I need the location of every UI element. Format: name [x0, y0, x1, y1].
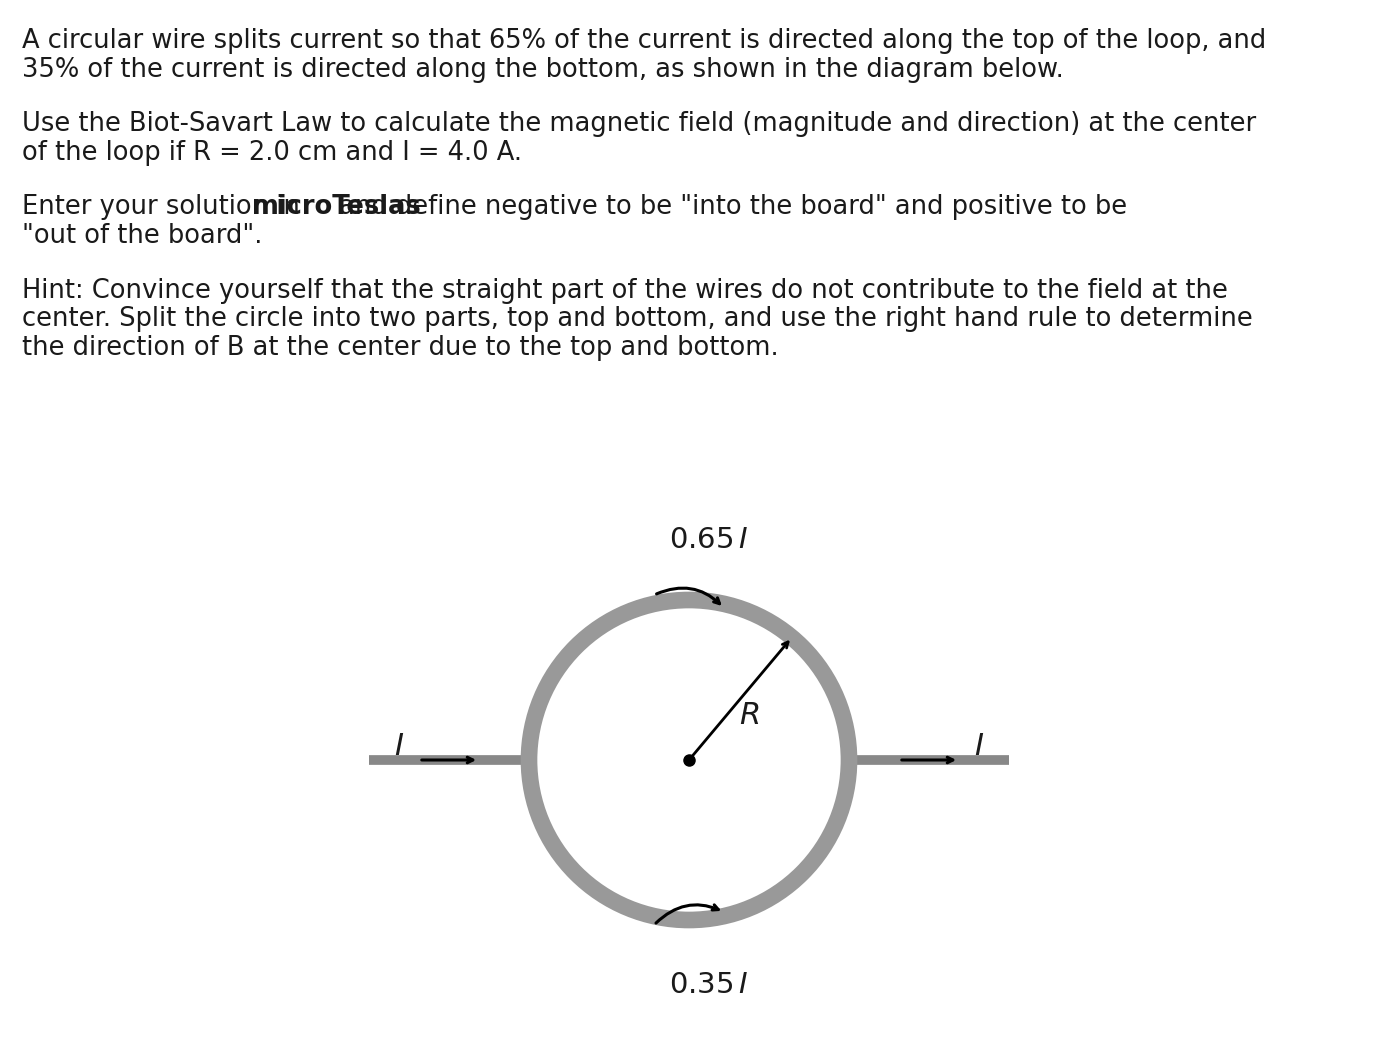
Text: microTeslas: microTeslas — [252, 195, 422, 220]
Text: "out of the board".: "out of the board". — [22, 223, 262, 250]
Text: center. Split the circle into two parts, top and bottom, and use the right hand : center. Split the circle into two parts,… — [22, 306, 1253, 333]
Text: $I$: $I$ — [394, 732, 404, 761]
Text: A circular wire splits current so that 65% of the current is directed along the : A circular wire splits current so that 6… — [22, 28, 1266, 54]
Text: Use the Biot-Savart Law to calculate the magnetic field (magnitude and direction: Use the Biot-Savart Law to calculate the… — [22, 112, 1257, 137]
Text: and define negative to be "into the board" and positive to be: and define negative to be "into the boar… — [331, 195, 1127, 220]
Text: $R$: $R$ — [739, 700, 759, 730]
Text: Hint: Convince yourself that the straight part of the wires do not contribute to: Hint: Convince yourself that the straigh… — [22, 278, 1228, 303]
Text: Enter your solution in: Enter your solution in — [22, 195, 309, 220]
Text: of the loop if R = 2.0 cm and I = 4.0 A.: of the loop if R = 2.0 cm and I = 4.0 A. — [22, 140, 522, 166]
Text: $0.65\,I$: $0.65\,I$ — [670, 526, 748, 554]
Text: $0.35\,I$: $0.35\,I$ — [670, 971, 748, 999]
Text: $I$: $I$ — [974, 732, 984, 761]
Text: 35% of the current is directed along the bottom, as shown in the diagram below.: 35% of the current is directed along the… — [22, 57, 1064, 83]
Text: the direction of B at the center due to the top and bottom.: the direction of B at the center due to … — [22, 335, 779, 361]
